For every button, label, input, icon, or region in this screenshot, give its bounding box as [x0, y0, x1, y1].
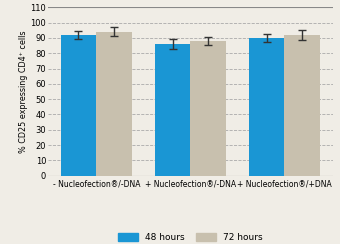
Bar	[190, 41, 226, 176]
Bar	[249, 38, 285, 176]
Bar	[96, 32, 132, 176]
Bar	[61, 35, 96, 176]
Y-axis label: % CD25 expressing CD4⁺ cells: % CD25 expressing CD4⁺ cells	[19, 30, 28, 153]
Bar	[155, 44, 190, 176]
Bar	[285, 35, 320, 176]
Legend: 48 hours, 72 hours: 48 hours, 72 hours	[118, 233, 262, 242]
